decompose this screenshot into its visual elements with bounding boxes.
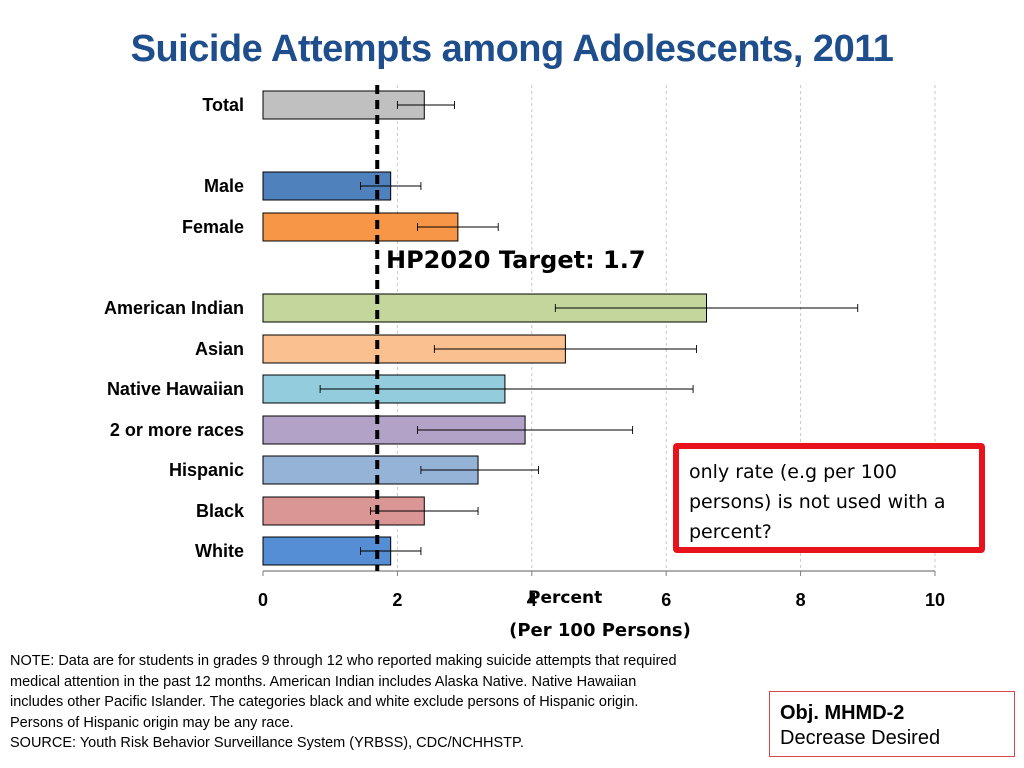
source-line: SOURCE: Youth Risk Behavior Surveillance… xyxy=(10,735,524,751)
target-label: HP2020 Target: 1.7 xyxy=(386,246,646,274)
category-label: White xyxy=(195,541,244,561)
category-label: American Indian xyxy=(104,298,244,318)
x-axis-label: Percent xyxy=(528,588,603,608)
objective-title: Obj. MHMD-2 xyxy=(780,702,905,724)
category-label: Native Hawaiian xyxy=(107,379,244,399)
footnote: NOTE: Data are for students in grades 9 … xyxy=(10,651,810,754)
callout-text: only rate (e.g per 100 persons) is not u… xyxy=(689,457,979,547)
x-axis-sublabel: (Per 100 Persons) xyxy=(509,620,691,641)
footnote-line: medical attention in the past 12 months.… xyxy=(10,673,637,690)
callout-line: percent? xyxy=(689,521,772,543)
objective-box: Obj. MHMD-2 Decrease Desired xyxy=(769,691,1015,757)
footnote-line: NOTE: Data are for students in grades 9 … xyxy=(10,653,677,669)
x-tick-label: 0 xyxy=(258,590,268,610)
category-label: 2 or more races xyxy=(110,420,244,440)
x-tick-label: 4 xyxy=(527,590,537,610)
footnote-line: Persons of Hispanic origin may be any ra… xyxy=(10,714,294,731)
callout-line: persons) is not used with a xyxy=(689,491,946,513)
category-label: Male xyxy=(204,176,244,196)
callout-line: only rate (e.g per 100 xyxy=(689,461,897,483)
callout-box: only rate (e.g per 100 persons) is not u… xyxy=(673,443,985,553)
objective-subtitle: Decrease Desired xyxy=(780,727,941,749)
x-tick-label: 2 xyxy=(392,590,402,610)
x-tick-label: 8 xyxy=(796,590,806,610)
x-tick-label: 6 xyxy=(661,590,671,610)
category-label: Black xyxy=(196,501,245,521)
category-label: Hispanic xyxy=(169,460,244,480)
footnote-line: includes other Pacific Islander. The cat… xyxy=(10,694,639,710)
page-title: Suicide Attempts among Adolescents, 2011 xyxy=(130,28,894,70)
category-label: Asian xyxy=(195,339,244,359)
category-label: Total xyxy=(202,95,244,115)
x-tick-label: 10 xyxy=(925,590,945,610)
bar-chart: 0 2 4 6 8 10 Total Male Female American Indian Asi… xyxy=(104,85,945,610)
category-label: Female xyxy=(182,217,244,237)
